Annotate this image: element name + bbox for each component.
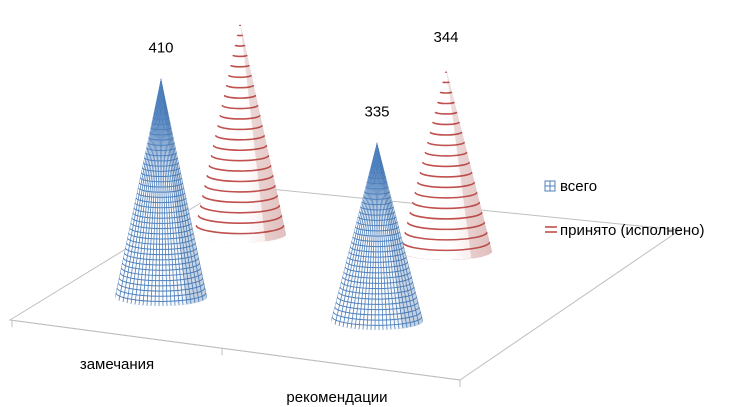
legend-label: всего xyxy=(560,178,597,195)
category-axis-line xyxy=(9,319,461,381)
data-label: 335 xyxy=(364,104,389,121)
legend-item: принято (исполнено) xyxy=(545,222,704,239)
legend-item: всего xyxy=(544,178,597,195)
data-labels: 400344410335 xyxy=(148,29,458,121)
category-label: замечания xyxy=(80,356,154,373)
series-cones xyxy=(115,21,492,330)
category-labels: замечания рекомендации xyxy=(80,356,388,406)
legend-key xyxy=(544,180,556,192)
cone-vsego-1 xyxy=(331,142,423,330)
category-axis-ticks xyxy=(9,319,461,387)
legend: всего принято (исполнено) xyxy=(544,178,704,239)
cone-vsego-0 xyxy=(115,78,207,306)
cone-prinyato-1 xyxy=(400,67,492,260)
category-label: рекомендации xyxy=(286,389,387,406)
data-label: 410 xyxy=(148,40,173,57)
legend-label: принято (исполнено) xyxy=(560,222,704,239)
cone-prinyato-0 xyxy=(194,21,286,243)
data-label: 344 xyxy=(433,29,458,46)
legend-key xyxy=(545,226,557,233)
